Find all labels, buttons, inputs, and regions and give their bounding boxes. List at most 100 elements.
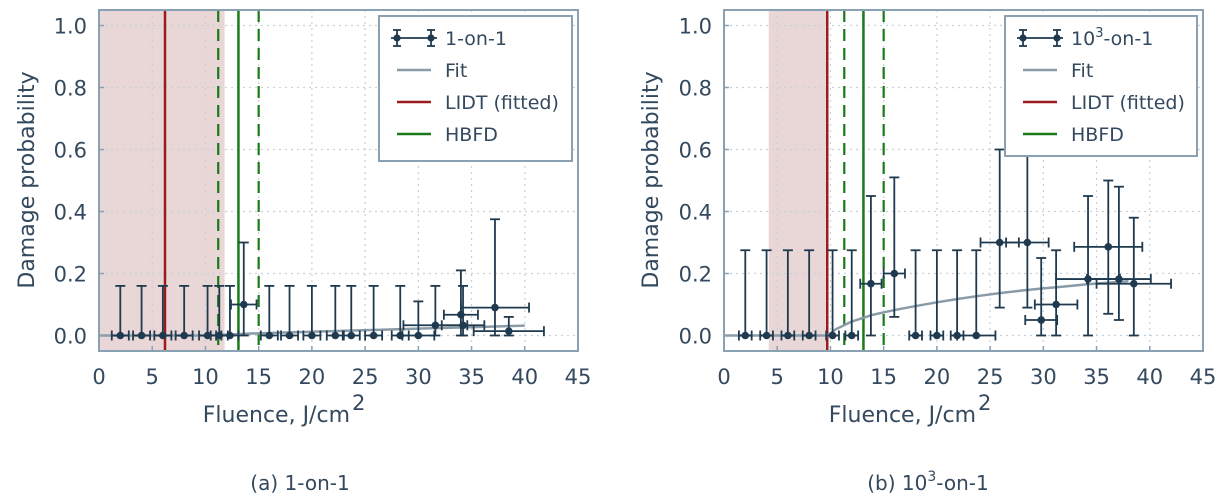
data-point xyxy=(1073,179,1144,315)
caption-a: (a) 1-on-1 xyxy=(250,471,349,495)
legend-data-label-rest: -on-1 xyxy=(1103,28,1153,50)
data-point xyxy=(759,249,774,341)
panel-b: 0 5 10 15 20 25 30 35 40 450.00.20.40.60.81.0103-… xyxy=(639,9,1217,495)
data-point xyxy=(908,249,923,341)
data-point xyxy=(174,284,194,341)
x-tick-label: 10 xyxy=(817,365,844,389)
data-marker xyxy=(972,331,981,340)
y-tick-label: 0.4 xyxy=(54,201,87,225)
legend-hbfd-label: HBFD xyxy=(1071,124,1124,146)
data-marker xyxy=(867,279,875,288)
x-tick-label: 30 xyxy=(1030,365,1057,389)
data-marker xyxy=(828,331,837,340)
data-point xyxy=(780,249,796,341)
data-marker xyxy=(505,327,513,335)
y-tick-label: 0.0 xyxy=(54,325,87,349)
legend-swatch-marker xyxy=(1053,34,1061,42)
legend-fit-label: Fit xyxy=(445,60,467,82)
xlabel-b: Fluence, J/cm xyxy=(829,403,976,428)
data-marker xyxy=(239,300,248,309)
data-point xyxy=(882,176,906,318)
data-point xyxy=(738,249,753,341)
x-tick-label: 25 xyxy=(977,365,1004,389)
legend-lidt-label: LIDT (fitted) xyxy=(445,92,559,114)
data-marker xyxy=(1023,238,1032,247)
y-tick-label: 1.0 xyxy=(679,15,712,39)
data-marker xyxy=(762,331,771,340)
data-point xyxy=(401,300,436,341)
shaded-region xyxy=(768,10,827,351)
data-point xyxy=(1086,185,1152,321)
legend-fit-label: Fit xyxy=(1071,60,1093,82)
data-marker xyxy=(369,331,378,340)
data-point xyxy=(460,218,530,337)
legend-data-swatch xyxy=(391,29,437,47)
data-point xyxy=(341,284,361,341)
y-tick-label: 0.4 xyxy=(679,201,712,225)
data-marker xyxy=(805,331,813,340)
data-marker xyxy=(1130,279,1138,288)
data-point xyxy=(364,284,384,341)
legend: 103-on-1 Fit LIDT (fitted) HBFD xyxy=(1004,15,1198,157)
x-tick-label: 20 xyxy=(299,365,326,389)
data-marker xyxy=(137,331,146,340)
data-marker xyxy=(308,331,316,340)
data-point xyxy=(844,249,860,341)
legend-data-label-sup: 3 xyxy=(1095,26,1103,41)
panel-a: 0 5 10 15 20 25 30 35 40 45 0.0 0.2 0.4 0.6 0.8 1.0 1-on… xyxy=(15,9,591,495)
y-tick-label: 0.2 xyxy=(54,263,87,287)
data-point xyxy=(1095,216,1172,337)
data-point xyxy=(153,284,173,341)
data-marker xyxy=(1115,275,1123,283)
caption-b: (b) 103-on-1 xyxy=(867,469,988,495)
legend-data-label: 1-on-1 xyxy=(445,28,507,50)
y-tick-label: 0.6 xyxy=(679,139,712,163)
y-tick-label: 0.6 xyxy=(54,139,87,163)
legend: 1-on-1 Fit LIDT (fitted) HBFD xyxy=(378,15,573,162)
legend-swatch-marker xyxy=(393,34,401,42)
x-tick-label: 10 xyxy=(192,365,219,389)
y-tick-label: 1.0 xyxy=(54,15,87,39)
plot-frame xyxy=(723,9,1204,352)
legend-swatch-marker xyxy=(427,34,435,42)
data-point xyxy=(1024,257,1059,337)
data-marker xyxy=(331,331,340,340)
data-marker xyxy=(414,331,423,340)
x-tick-label: 35 xyxy=(458,365,485,389)
data-marker xyxy=(933,331,941,340)
x-tick-label: 0 xyxy=(92,365,105,389)
legend-data-label-main: 1-on-1 xyxy=(445,28,507,50)
data-marker xyxy=(847,331,856,340)
xlabel-sup-b: 2 xyxy=(978,391,991,415)
x-tick-label: 35 xyxy=(1083,365,1110,389)
data-point xyxy=(979,148,1020,309)
x-tick-label: 45 xyxy=(1190,365,1217,389)
x-tick-label: 5 xyxy=(771,365,784,389)
x-tick-label: 15 xyxy=(245,365,272,389)
xlabel-a: Fluence, J/cm xyxy=(203,403,350,428)
fit-curve xyxy=(724,280,1129,337)
data-marker xyxy=(285,331,294,340)
data-marker xyxy=(203,331,212,340)
x-tick-label: 15 xyxy=(870,365,897,389)
data-point xyxy=(859,195,883,337)
data-point xyxy=(390,284,410,341)
x-tick-label: 20 xyxy=(924,365,951,389)
data-marker xyxy=(116,331,125,340)
data-marker xyxy=(347,331,356,340)
legend-box xyxy=(1004,15,1198,157)
data-point xyxy=(132,284,151,341)
data-marker xyxy=(890,269,899,278)
x-tick-label: 30 xyxy=(405,365,432,389)
data-marker xyxy=(1052,300,1060,309)
plot-area-b: 0 5 10 15 20 25 30 35 40 450.00.20.40.60.81.0103-… xyxy=(679,9,1217,389)
x-tick-label: 0 xyxy=(717,365,730,389)
data-marker xyxy=(995,238,1004,247)
data-marker xyxy=(180,331,188,340)
legend-data-label: 103-on-1 xyxy=(1071,26,1153,50)
data-marker xyxy=(459,321,467,330)
data-marker xyxy=(1104,243,1113,251)
ylabel-b: Damage probability xyxy=(639,71,664,288)
data-point xyxy=(801,249,817,341)
data-marker xyxy=(491,303,499,312)
